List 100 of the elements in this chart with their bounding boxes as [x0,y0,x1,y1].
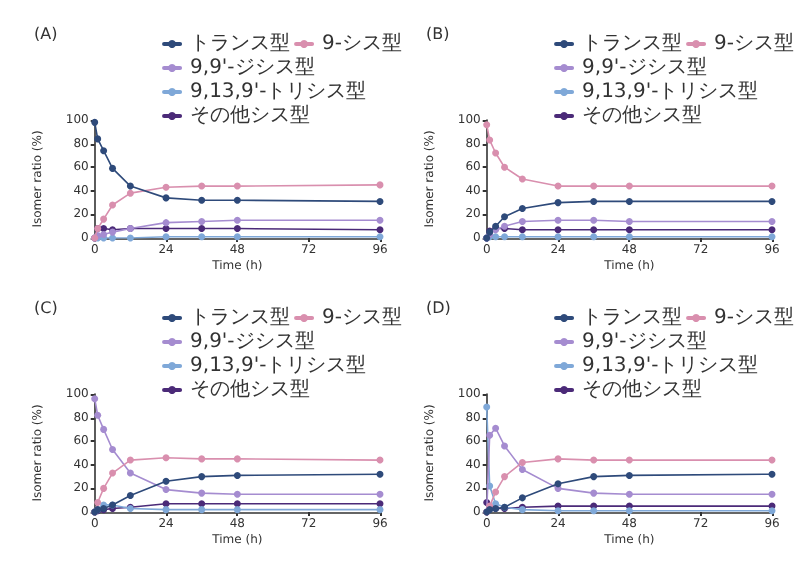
point [554,226,562,234]
point [162,219,170,227]
point [198,455,206,463]
point [492,424,500,432]
chart-title: (A) [34,25,58,43]
point [162,183,170,191]
point [109,469,117,477]
point [126,234,134,242]
point [233,182,241,190]
point [198,489,206,497]
point [100,484,108,492]
point [590,456,598,464]
legend-label: その他シス型 [190,377,311,401]
point [518,494,526,502]
point [768,470,776,478]
legend-label: トランス型 [190,31,291,55]
point [501,213,509,221]
chart-title: (C) [34,299,58,317]
point [590,197,598,205]
legend-label: 9-シス型 [322,305,403,329]
point [518,466,526,474]
point [376,470,384,478]
point [768,226,776,234]
point [162,506,170,514]
point [518,233,526,241]
point [94,499,102,507]
point [590,182,598,190]
legend-label: 9-シス型 [322,31,403,55]
point [94,411,102,419]
point [233,455,241,463]
point [590,226,598,234]
legend-label: 9,9'-ジシス型 [582,55,707,79]
point [518,175,526,183]
point [625,490,633,498]
point [590,507,598,515]
legend-label: 9,13,9'-トリシス型 [190,353,367,377]
point [590,216,598,224]
point [109,234,117,242]
point [126,491,134,499]
point [625,226,633,234]
point [492,149,500,157]
point [233,225,241,233]
point [162,454,170,462]
point [162,486,170,494]
point [625,217,633,225]
point [501,442,509,450]
point [198,217,206,225]
legend-label: 9-シス型 [714,31,795,55]
point [198,196,206,204]
point [625,456,633,464]
legend-label: トランス型 [582,305,683,329]
point [590,473,598,481]
point [376,490,384,498]
point [518,226,526,234]
point [625,197,633,205]
point [518,217,526,225]
point [554,199,562,207]
point [501,233,509,241]
point [518,205,526,212]
point [233,500,241,508]
point [198,473,206,481]
point [492,233,500,241]
point [100,215,108,223]
point [198,506,206,514]
legend-label: トランス型 [582,31,683,55]
point [492,488,500,496]
point [501,473,509,481]
legend-label: その他シス型 [582,377,703,401]
point [198,182,206,190]
point [94,135,102,143]
legend-label: トランス型 [190,305,291,329]
point [126,456,134,464]
point [486,136,494,144]
legend-label: 9-シス型 [714,305,795,329]
point [126,182,134,190]
point [376,226,384,234]
point [198,500,206,508]
point [768,217,776,225]
point [198,233,206,241]
point [100,425,108,433]
point [109,164,117,172]
point [376,197,384,205]
legend-label: 9,13,9'-トリシス型 [190,79,367,103]
point [233,490,241,498]
point [162,477,170,485]
point [126,189,134,197]
legend-label: 9,13,9'-トリシス型 [582,79,759,103]
point [109,445,117,453]
legend-label: その他シス型 [582,103,703,127]
point [768,490,776,498]
point [625,182,633,190]
point [233,196,241,204]
point [126,469,134,477]
point [590,489,598,497]
point [768,197,776,205]
legend-label: 9,13,9'-トリシス型 [582,353,759,377]
point [518,458,526,466]
chart-title: (D) [426,299,451,317]
point [100,147,108,155]
point [233,506,241,514]
